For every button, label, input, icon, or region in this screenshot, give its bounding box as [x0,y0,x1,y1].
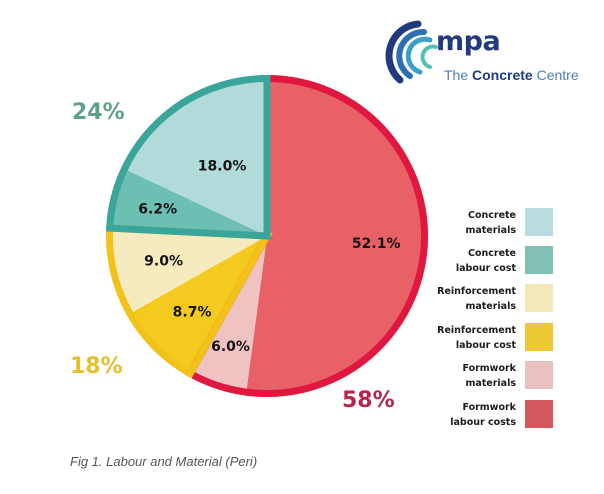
legend-label: Concrete labour cost [416,246,516,276]
legend-label-line1: Reinforcement [437,286,516,297]
legend-label: Reinforcement labour cost [416,323,516,353]
legend-label-line2: labour costs [450,417,516,428]
slice-data-label: 6.0% [211,339,250,355]
pie-slice-formwork-labour-costs [245,75,429,397]
logo-subtitle-prefix: The [444,67,469,83]
legend-label-line1: Formwork [462,363,516,374]
legend-swatch [525,361,553,389]
slice-data-label: 52.1% [352,236,401,252]
legend-label-line1: Concrete [467,210,516,221]
pie-slice-concrete-labour-cost [106,167,267,236]
legend-label-line2: materials [465,301,516,312]
pie-slice-reinforcement-labour-cost [126,236,268,377]
figure-caption: Fig 1. Labour and Material (Peri) [70,454,258,469]
legend-item-reinforcement-materials: Reinforcement materials [430,283,554,313]
legend-label: Reinforcement materials [416,284,516,314]
logo-subtitle-bold: Concrete [472,67,533,83]
legend-swatch [525,323,553,351]
legend-label-line2: labour cost [455,340,516,351]
group-border-reinforcement [106,224,273,379]
legend-item-concrete-materials: Concrete materials [430,207,554,237]
logo-subtitle-suffix: Centre [536,67,579,83]
legend-label-line1: Concrete [467,248,516,259]
legend-item-reinforcement-labour-cost: Reinforcement labour cost [430,322,554,352]
slice-data-label: 8.7% [173,304,212,320]
group-border-concrete [106,74,271,240]
pie-slice-reinforcement-materials [105,227,267,316]
legend-swatch [525,208,553,236]
legend-label-line2: labour cost [455,263,516,274]
legend-item-formwork-materials: Formwork materials [430,360,554,390]
slice-data-label: 18.0% [198,158,247,174]
mpa-logo: mpa The Concrete Centre [378,20,579,90]
legend-label-line2: materials [465,225,516,236]
legend-label: Formwork labour costs [416,400,516,430]
pie-slice-concrete-materials [121,74,267,236]
legend-swatch [525,284,553,312]
slice-data-label: 9.0% [144,254,183,270]
reinforcement-group-total: 18% [70,354,123,379]
concrete-group-total: 24% [72,100,125,125]
legend-swatch [525,246,553,274]
logo-brand-text: mpa [436,26,501,57]
legend-label: Formwork materials [416,361,516,391]
legend-item-formwork-labour-costs: Formwork labour costs [430,399,554,429]
legend-item-concrete-labour-cost: Concrete labour cost [430,245,554,275]
legend-label-line1: Reinforcement [437,325,516,336]
slice-data-label: 6.2% [138,202,177,218]
formwork-group-total: 58% [342,388,395,413]
legend-swatch [525,400,553,428]
legend-label-line2: materials [465,378,516,389]
legend-label-line1: Formwork [462,402,516,413]
logo-subtitle: The Concrete Centre [444,67,579,83]
legend-label: Concrete materials [416,208,516,238]
group-border-formwork [185,74,428,397]
mpa-swoosh-icon [385,20,438,84]
